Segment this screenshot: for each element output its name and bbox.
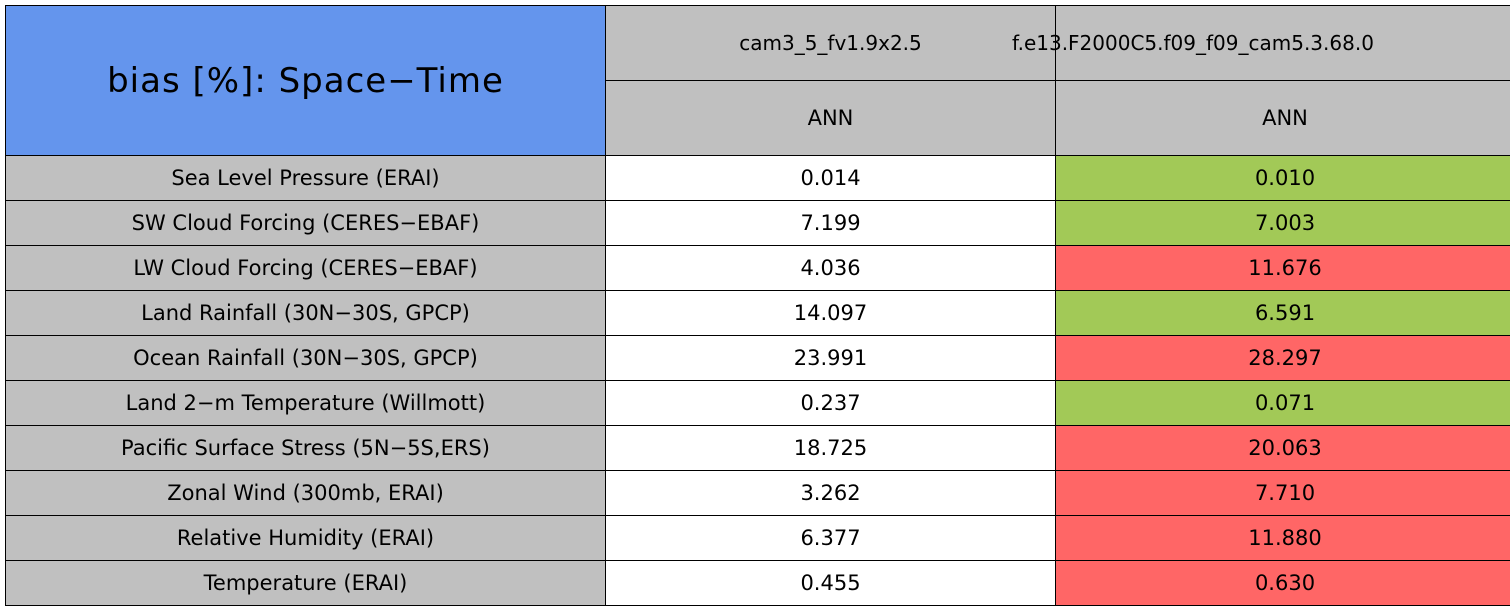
value-cell: 0.630 bbox=[1055, 560, 1510, 606]
value-cell: 7.199 bbox=[605, 200, 1056, 246]
row-label: Sea Level Pressure (ERAI) bbox=[5, 155, 606, 201]
value-cell: 20.063 bbox=[1055, 425, 1510, 471]
value-cell: 11.676 bbox=[1055, 245, 1510, 291]
value-cell: 18.725 bbox=[605, 425, 1056, 471]
value-cell: 0.010 bbox=[1055, 155, 1510, 201]
season-header: ANN bbox=[605, 80, 1056, 156]
value-cell: 7.710 bbox=[1055, 470, 1510, 516]
row-label: Land Rainfall (30N−30S, GPCP) bbox=[5, 290, 606, 336]
table-title: bias [%]: Space−Time bbox=[5, 5, 606, 156]
row-label: Land 2−m Temperature (Willmott) bbox=[5, 380, 606, 426]
row-label: Zonal Wind (300mb, ERAI) bbox=[5, 470, 606, 516]
row-label: Temperature (ERAI) bbox=[5, 560, 606, 606]
value-cell: 28.297 bbox=[1055, 335, 1510, 381]
value-cell: 0.455 bbox=[605, 560, 1056, 606]
value-cell: 7.003 bbox=[1055, 200, 1510, 246]
row-label: SW Cloud Forcing (CERES−EBAF) bbox=[5, 200, 606, 246]
row-label: Ocean Rainfall (30N−30S, GPCP) bbox=[5, 335, 606, 381]
value-cell: 3.262 bbox=[605, 470, 1056, 516]
value-cell: 23.991 bbox=[605, 335, 1056, 381]
run-name: cam3_5_fv1.9x2.5 bbox=[739, 30, 922, 55]
row-label: Relative Humidity (ERAI) bbox=[5, 515, 606, 561]
value-cell: 0.014 bbox=[605, 155, 1056, 201]
season-header: ANN bbox=[1055, 80, 1510, 156]
value-cell: 0.071 bbox=[1055, 380, 1510, 426]
value-cell: 11.880 bbox=[1055, 515, 1510, 561]
value-cell: 6.591 bbox=[1055, 290, 1510, 336]
value-cell: 14.097 bbox=[605, 290, 1056, 336]
run-header-cell bbox=[605, 5, 1056, 81]
run-header-cell bbox=[1055, 5, 1510, 81]
value-cell: 0.237 bbox=[605, 380, 1056, 426]
run-name: f.e13.F2000C5.f09_f09_cam5.3.68.0 bbox=[1012, 30, 1374, 55]
row-label: Pacific Surface Stress (5N−5S,ERS) bbox=[5, 425, 606, 471]
row-label: LW Cloud Forcing (CERES−EBAF) bbox=[5, 245, 606, 291]
value-cell: 6.377 bbox=[605, 515, 1056, 561]
value-cell: 4.036 bbox=[605, 245, 1056, 291]
